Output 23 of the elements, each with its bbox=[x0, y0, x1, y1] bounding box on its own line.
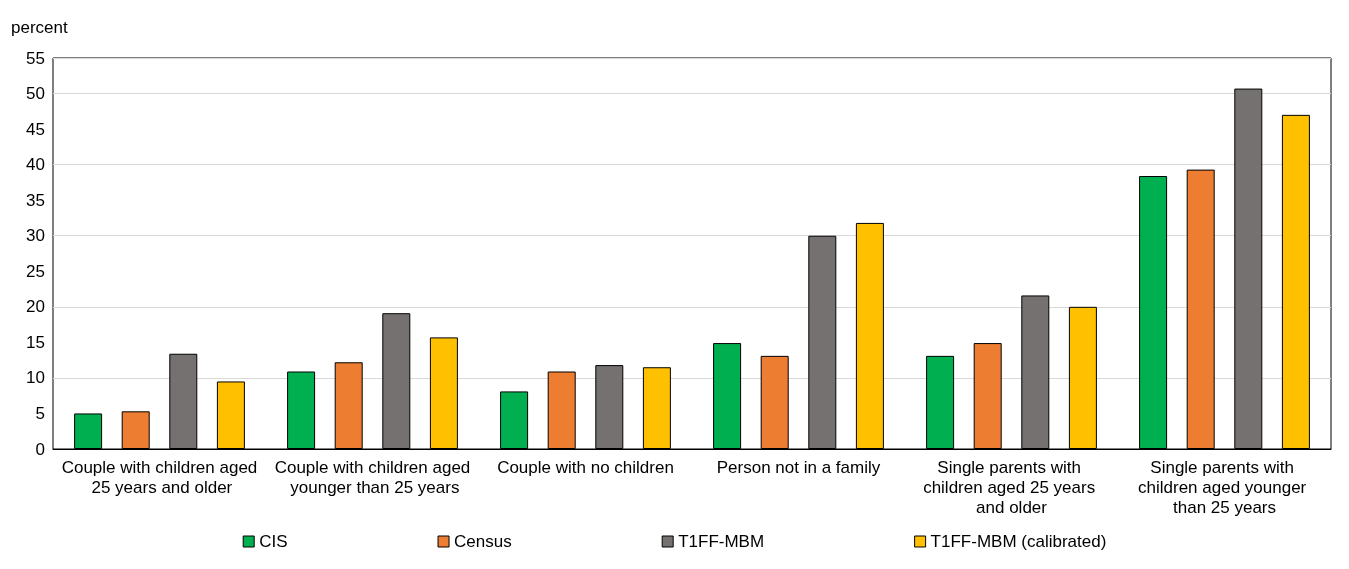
y-tick-label: 25 bbox=[26, 261, 45, 281]
y-axis-title: percent bbox=[11, 18, 68, 37]
legend-label: T1FF-MBM bbox=[678, 532, 765, 551]
y-tick-label: 15 bbox=[26, 332, 45, 352]
y-tick-label: 10 bbox=[26, 368, 45, 388]
y-tick-label: 55 bbox=[26, 48, 45, 68]
y-tick-label: 45 bbox=[26, 119, 45, 139]
x-tick-label: Single parents with children aged 25 years and older bbox=[923, 457, 1100, 517]
x-tick-label: Couple with children aged 25 years and older bbox=[61, 457, 258, 497]
x-tick-label: Person not in a family bbox=[716, 457, 881, 477]
y-tick-label: 5 bbox=[35, 403, 45, 423]
legend-label: Census bbox=[454, 532, 512, 551]
y-tick-label: 30 bbox=[26, 226, 45, 246]
legend-label: T1FF-MBM (calibrated) bbox=[930, 532, 1107, 551]
y-tick-label: 40 bbox=[26, 155, 45, 175]
legend-label: CIS bbox=[259, 532, 288, 551]
y-tick-label: 50 bbox=[26, 84, 45, 104]
y-tick-label: 20 bbox=[26, 297, 45, 317]
x-tick-label: Single parents with children aged younger than 25 years bbox=[1138, 457, 1311, 517]
y-tick-label: 0 bbox=[35, 439, 45, 459]
x-tick-label: Couple with no children bbox=[497, 457, 674, 477]
y-tick-label: 35 bbox=[26, 190, 45, 210]
x-tick-label: Couple with children aged younger than 25 years bbox=[274, 457, 471, 497]
